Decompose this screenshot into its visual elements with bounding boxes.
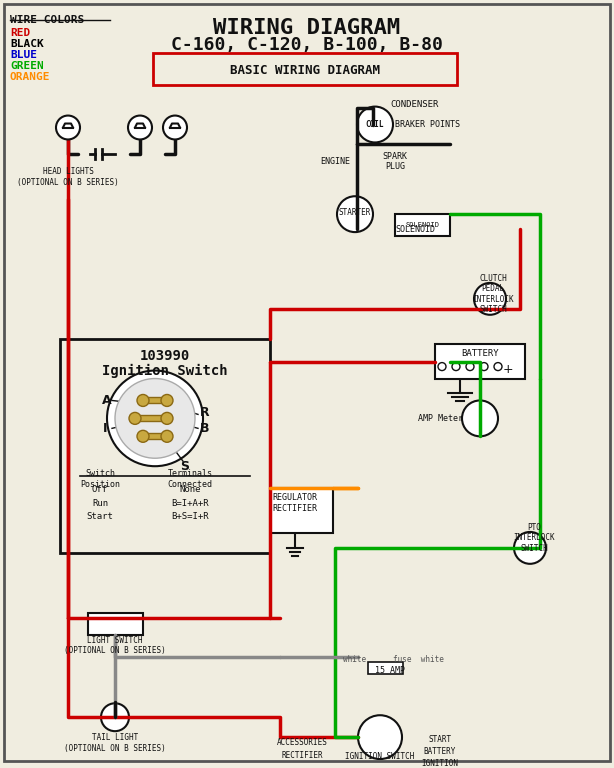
Text: COIL: COIL xyxy=(366,120,384,129)
Text: IGNITION SWITCH: IGNITION SWITCH xyxy=(345,752,414,761)
Circle shape xyxy=(115,379,195,458)
Bar xyxy=(435,343,525,379)
Text: CONDENSER: CONDENSER xyxy=(390,100,438,109)
Text: LIGHT SWITCH
(OPTIONAL ON B SERIES): LIGHT SWITCH (OPTIONAL ON B SERIES) xyxy=(64,636,166,655)
Text: ENGINE: ENGINE xyxy=(320,157,350,166)
Text: IGNITION: IGNITION xyxy=(421,759,459,767)
Text: BATTERY: BATTERY xyxy=(461,349,499,358)
Text: SOLENOID: SOLENOID xyxy=(395,224,435,233)
Text: BLACK: BLACK xyxy=(10,39,44,49)
Circle shape xyxy=(161,430,173,442)
Circle shape xyxy=(128,115,152,140)
FancyBboxPatch shape xyxy=(153,53,457,84)
Bar xyxy=(368,663,403,674)
Text: TAIL LIGHT
(OPTIONAL ON B SERIES): TAIL LIGHT (OPTIONAL ON B SERIES) xyxy=(64,733,166,753)
Bar xyxy=(145,433,165,439)
Text: 103990: 103990 xyxy=(140,349,190,362)
Text: ACCESSORIES: ACCESSORIES xyxy=(276,737,327,746)
Text: white: white xyxy=(343,655,367,664)
Text: R: R xyxy=(200,406,210,419)
Circle shape xyxy=(337,197,373,232)
Text: fuse  white: fuse white xyxy=(392,655,443,664)
Circle shape xyxy=(474,283,506,315)
Text: AMP Meter: AMP Meter xyxy=(418,414,462,423)
Text: C-160, C-120, B-100, B-80: C-160, C-120, B-100, B-80 xyxy=(171,36,443,54)
Circle shape xyxy=(161,395,173,406)
Text: BRAKER POINTS: BRAKER POINTS xyxy=(395,120,460,129)
Circle shape xyxy=(480,362,488,371)
Circle shape xyxy=(494,362,502,371)
Text: ORANGE: ORANGE xyxy=(10,71,50,81)
Text: BATTERY: BATTERY xyxy=(424,746,456,756)
Text: 15 AMP: 15 AMP xyxy=(375,666,405,675)
Bar xyxy=(137,415,165,422)
Text: REGULATOR
RECTIFIER: REGULATOR RECTIFIER xyxy=(273,493,317,513)
Bar xyxy=(258,488,333,533)
Circle shape xyxy=(514,532,546,564)
Text: RED: RED xyxy=(10,28,30,38)
Text: STARTER: STARTER xyxy=(339,207,371,217)
Text: BASIC WIRING DIAGRAM: BASIC WIRING DIAGRAM xyxy=(230,65,380,78)
Circle shape xyxy=(466,362,474,371)
Text: CLUTCH
PEDAL
INTERLOCK
SWITCH: CLUTCH PEDAL INTERLOCK SWITCH xyxy=(472,274,514,314)
Text: START: START xyxy=(429,735,451,743)
Circle shape xyxy=(129,412,141,425)
Circle shape xyxy=(357,107,393,142)
Bar xyxy=(395,214,450,236)
Text: Ignition Switch: Ignition Switch xyxy=(102,363,228,378)
Text: SOLENOID: SOLENOID xyxy=(405,222,439,228)
Text: GREEN: GREEN xyxy=(10,61,44,71)
Text: S: S xyxy=(181,460,190,472)
Circle shape xyxy=(107,371,203,466)
Text: RECTIFIER: RECTIFIER xyxy=(281,750,323,760)
Circle shape xyxy=(101,703,129,731)
Text: SPARK
PLUG: SPARK PLUG xyxy=(383,151,408,171)
Text: Terminals
Connected: Terminals Connected xyxy=(168,469,212,488)
Circle shape xyxy=(137,430,149,442)
Text: B+S=I+R: B+S=I+R xyxy=(171,512,209,521)
Bar xyxy=(88,613,143,634)
Text: B: B xyxy=(200,422,210,435)
Circle shape xyxy=(161,412,173,425)
Bar xyxy=(60,339,270,553)
Bar xyxy=(145,398,165,403)
Text: Off: Off xyxy=(92,485,108,494)
Text: None: None xyxy=(179,485,201,494)
Circle shape xyxy=(137,395,149,406)
Circle shape xyxy=(56,115,80,140)
Circle shape xyxy=(358,715,402,759)
Text: Run: Run xyxy=(92,498,108,508)
Text: Start: Start xyxy=(87,512,114,521)
Circle shape xyxy=(462,400,498,436)
Circle shape xyxy=(438,362,446,371)
Circle shape xyxy=(452,362,460,371)
Text: BLUE: BLUE xyxy=(10,50,37,60)
Text: A: A xyxy=(102,394,112,407)
Text: Switch
Position: Switch Position xyxy=(80,469,120,488)
Circle shape xyxy=(163,115,187,140)
Text: HEAD LIGHTS
(OPTIONAL ON B SERIES): HEAD LIGHTS (OPTIONAL ON B SERIES) xyxy=(17,167,119,187)
Text: B=I+A+R: B=I+A+R xyxy=(171,498,209,508)
Text: PTO
INTERLOCK
SWITCH: PTO INTERLOCK SWITCH xyxy=(513,523,555,553)
Text: WIRING DIAGRAM: WIRING DIAGRAM xyxy=(214,18,400,38)
Text: I: I xyxy=(103,422,107,435)
Text: WIRE COLORS: WIRE COLORS xyxy=(10,15,84,25)
Text: +: + xyxy=(503,363,513,376)
